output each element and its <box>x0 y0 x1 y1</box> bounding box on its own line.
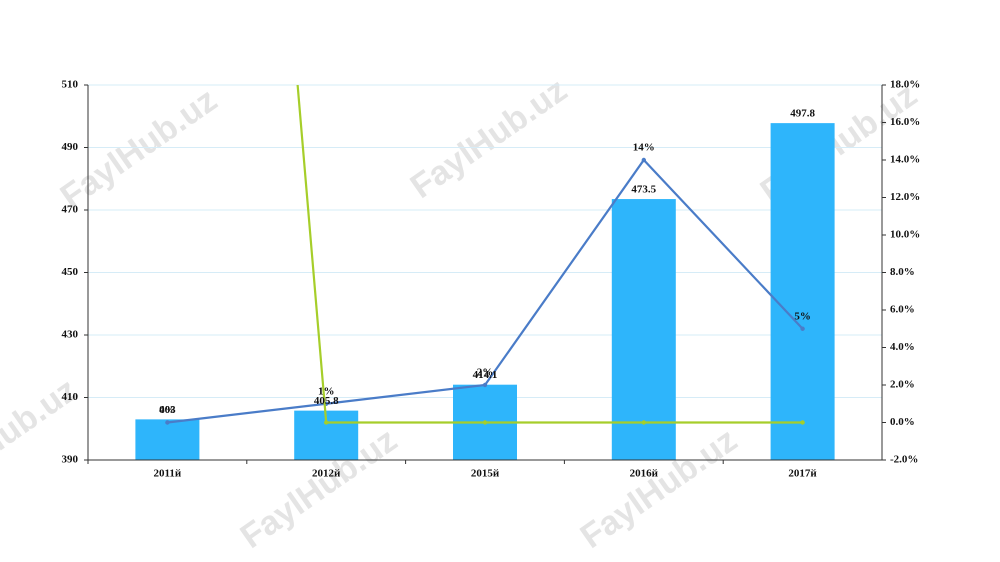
y2-tick-label: 0.0% <box>890 416 915 428</box>
bar-label: 405.8 <box>314 395 339 407</box>
point-label: 1% <box>318 385 335 397</box>
bar-label: 414.1 <box>473 369 498 381</box>
point-label: 2% <box>477 367 494 379</box>
bar-label: 403 <box>159 404 176 416</box>
y-tick-label: 490 <box>62 141 79 153</box>
line-point <box>482 382 488 388</box>
y2-tick-label: 12.0% <box>890 191 920 203</box>
y-tick-label: 390 <box>62 454 79 466</box>
x-tick-label: 2017й <box>788 468 817 480</box>
line-point <box>165 420 170 425</box>
x-tick-label: 2015й <box>471 468 500 480</box>
line-point <box>482 420 488 425</box>
bars <box>135 123 835 460</box>
y-tick-label: 410 <box>62 391 79 403</box>
bar-label: 473.5 <box>631 184 656 196</box>
y2-tick-label: 14.0% <box>890 154 920 166</box>
x-tick-label: 2011й <box>154 468 182 480</box>
labels: 403 405.8 414.1 473.5 497.8 0% 1% 2% 14% 5% <box>159 108 815 416</box>
line <box>296 85 803 424</box>
y2-tick-label: 4.0% <box>890 341 915 353</box>
y2-tick-label: 2.0% <box>890 379 915 391</box>
point-label: 14% <box>633 142 655 154</box>
lines <box>165 85 805 425</box>
x-tick-label: 2016й <box>630 468 659 480</box>
bar <box>135 419 200 460</box>
y2-tick-label: 16.0% <box>890 116 920 128</box>
bar-label: 497.8 <box>790 108 815 120</box>
line-point <box>800 326 805 331</box>
y-tick-label: 510 <box>62 79 79 91</box>
line-point <box>641 420 646 425</box>
point-label: 0% <box>159 404 176 416</box>
y-tick-label: 430 <box>62 329 79 341</box>
point-label: 5% <box>794 310 811 322</box>
y-tick-label: 450 <box>62 266 79 278</box>
y2-tick-label: 8.0% <box>890 266 915 278</box>
bar <box>611 199 676 460</box>
x-tick-label: 2012й <box>312 468 341 480</box>
y2-tick-label: 10.0% <box>890 229 920 241</box>
line-point <box>800 420 805 425</box>
line-point <box>641 157 646 163</box>
y2-tick-label: 18.0% <box>890 79 920 91</box>
watermark: FaylHub.uz <box>54 81 224 216</box>
axes: 390 410 430 450 470 490 510 -2.0% 0.0% 2.0% 4.0% 6.… <box>62 79 921 480</box>
y-tick-label: 470 <box>62 204 79 216</box>
y2-tick-label: 6.0% <box>890 304 915 316</box>
bar <box>770 123 835 460</box>
line-point <box>324 420 329 425</box>
watermark: FaylHub.uz <box>404 71 574 206</box>
y2-tick-label: -2.0% <box>890 454 918 466</box>
